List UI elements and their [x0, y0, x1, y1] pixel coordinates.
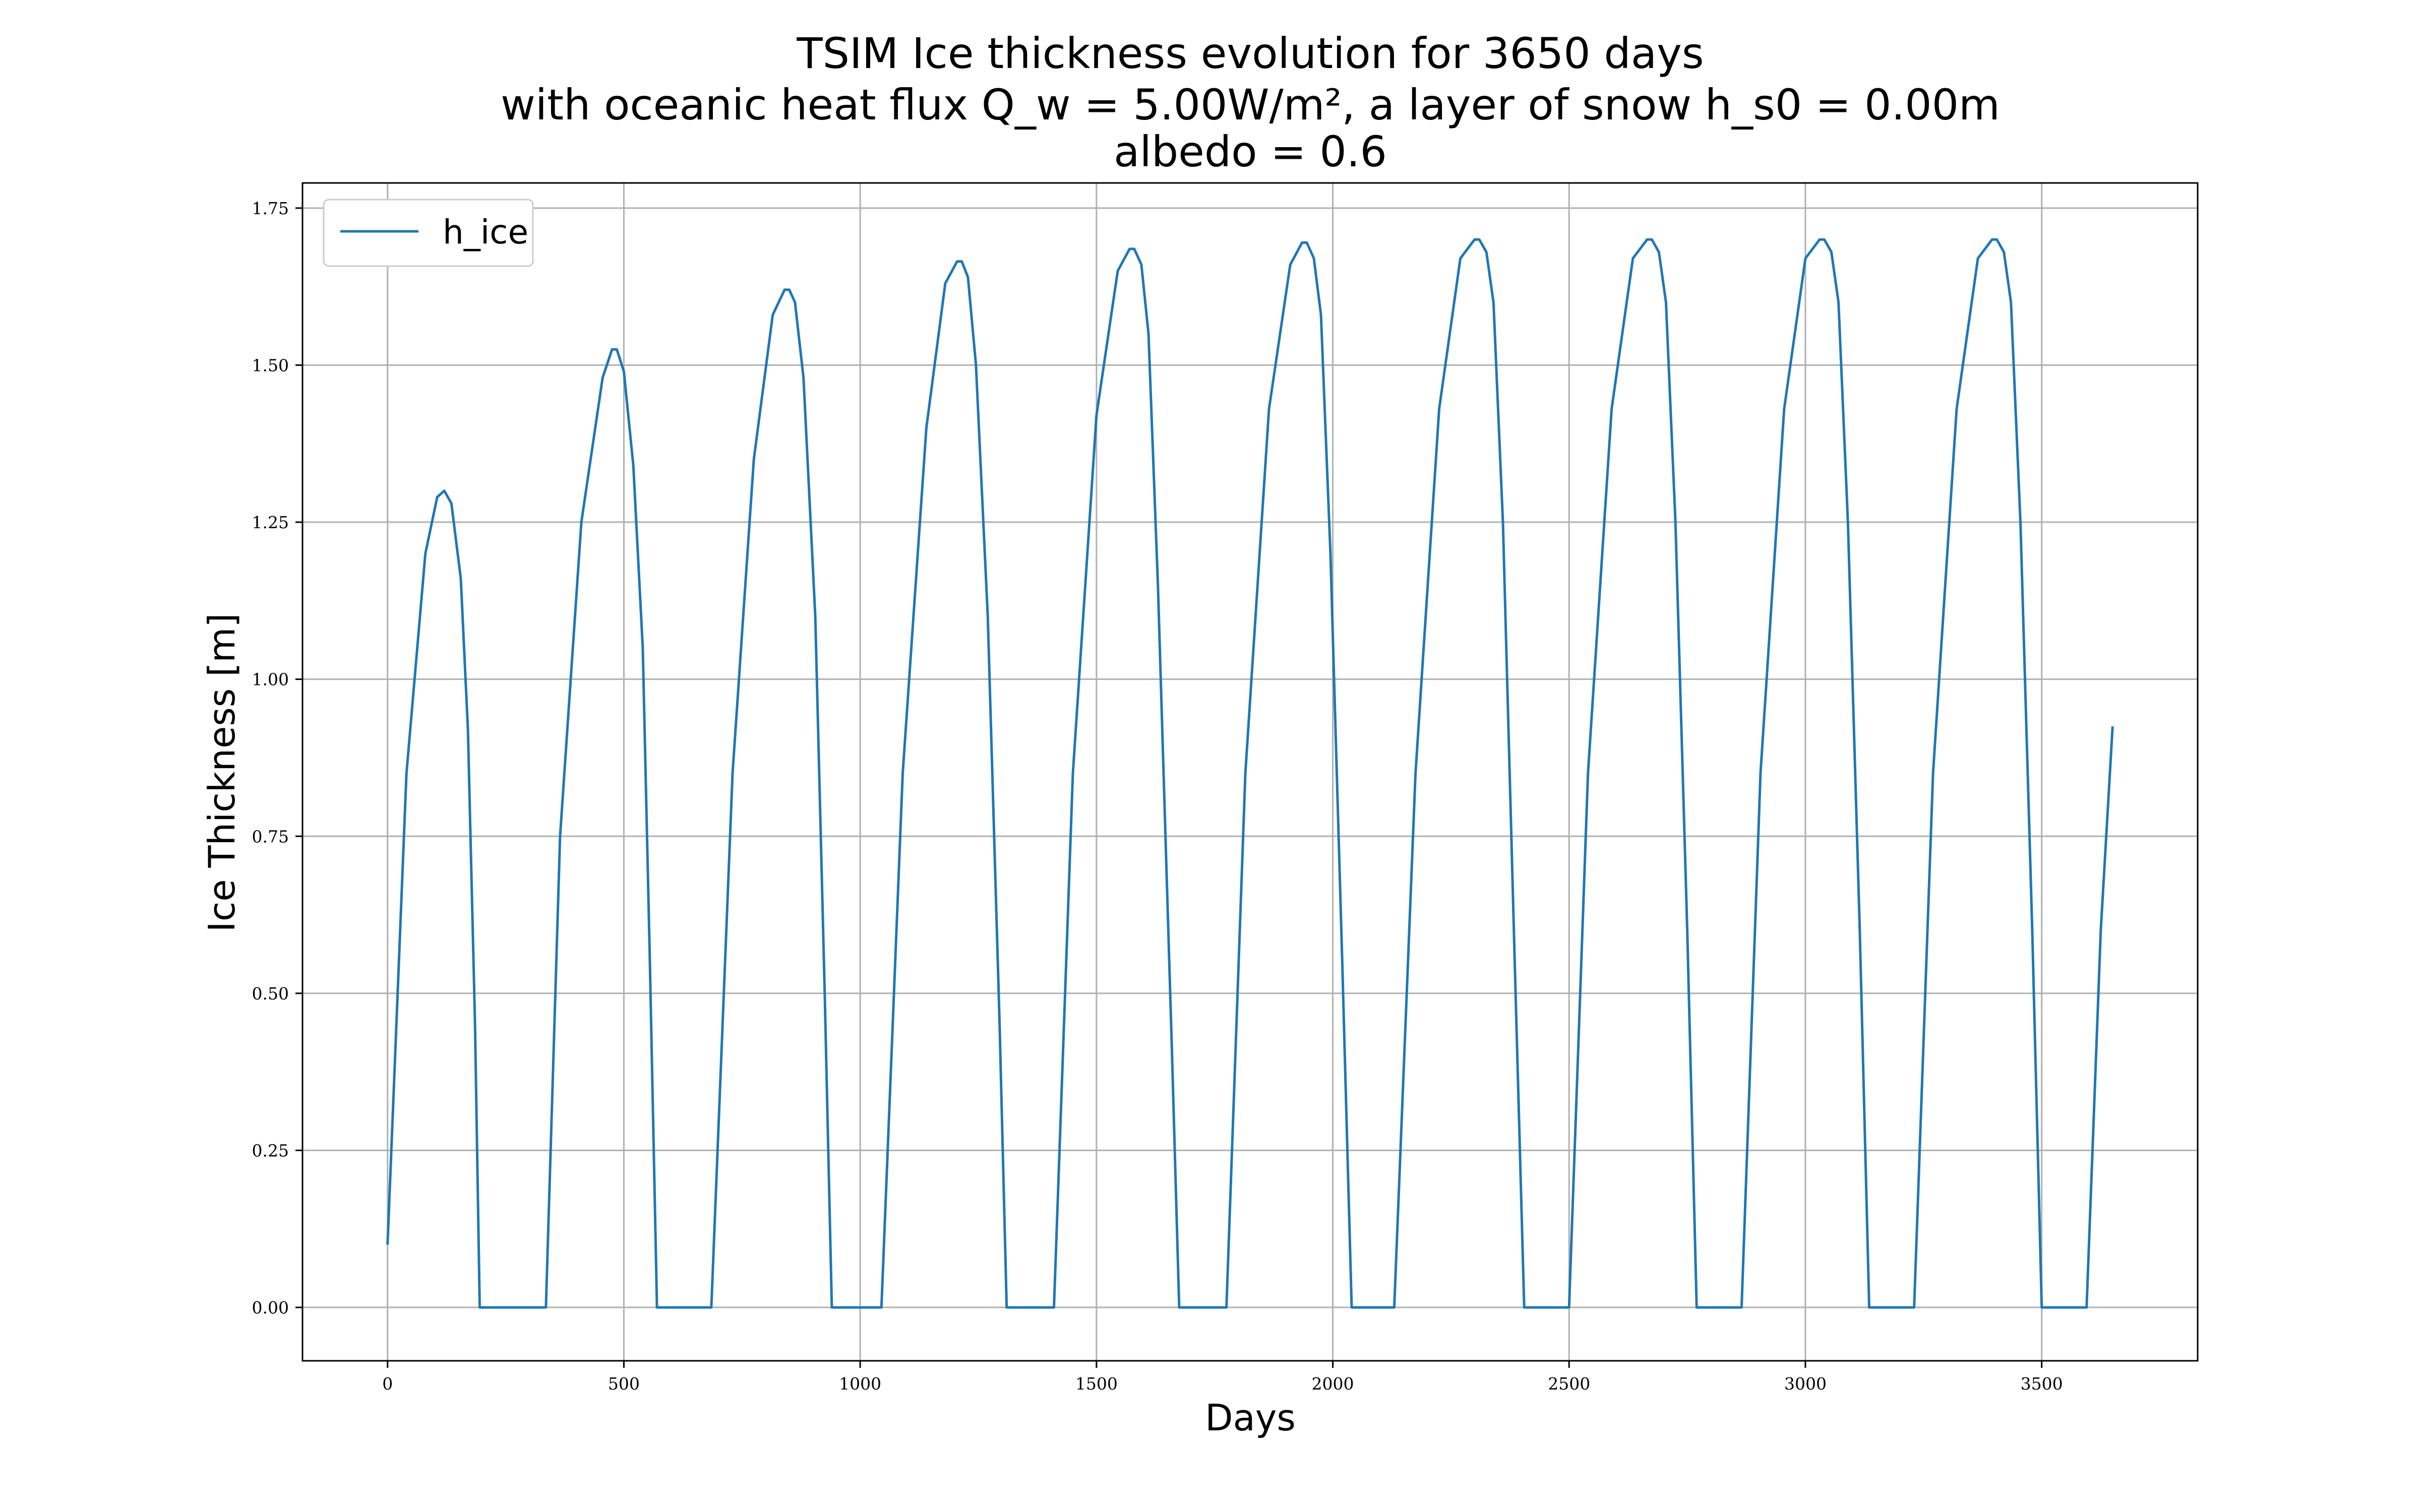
x-tick-label: 3500	[2021, 1374, 2063, 1394]
x-tick-label: 2500	[1548, 1374, 1590, 1394]
chart-title-line-3: albedo = 0.6	[1114, 127, 1387, 176]
chart-title-line-2: with oceanic heat flux Q_w = 5.00W/m², a…	[501, 80, 2000, 130]
x-axis-label: Days	[1205, 1397, 1296, 1439]
y-tick-label: 0.75	[252, 827, 289, 846]
series-line-h-ice	[386, 238, 2114, 1309]
y-axis-label: Ice Thickness [m]	[201, 613, 243, 932]
legend-label-h-ice: h_ice	[443, 213, 528, 251]
legend-box	[323, 199, 534, 267]
y-tick-label: 0.00	[252, 1298, 289, 1317]
y-tick-label: 1.75	[252, 199, 289, 218]
x-tick-label: 1500	[1075, 1374, 1118, 1394]
series-layer	[386, 238, 2114, 1309]
x-tick-label: 3000	[1784, 1374, 1827, 1394]
y-tick-label: 0.25	[252, 1141, 289, 1160]
x-tick-label: 500	[608, 1374, 640, 1394]
plot-area-frame	[301, 182, 2199, 1362]
x-axis: 0 500 1000 1500 2000 2500 3000 3500	[382, 1361, 2063, 1394]
x-tick-label: 2000	[1312, 1374, 1354, 1394]
y-tick-label: 0.50	[252, 984, 289, 1003]
x-tick-label: 0	[382, 1374, 393, 1394]
y-axis: 0.00 0.25 0.50 0.75 1.00 1.25 1.50 1.75	[252, 199, 302, 1317]
grid	[302, 183, 2198, 1361]
y-tick-label: 1.50	[252, 355, 289, 375]
y-tick-label: 1.00	[252, 670, 289, 689]
legend: h_ice	[323, 199, 534, 267]
x-tick-label: 1000	[839, 1374, 881, 1394]
chart-title-line-1: TSIM Ice thickness evolution for 3650 da…	[796, 29, 1704, 78]
y-tick-label: 1.25	[252, 513, 289, 532]
